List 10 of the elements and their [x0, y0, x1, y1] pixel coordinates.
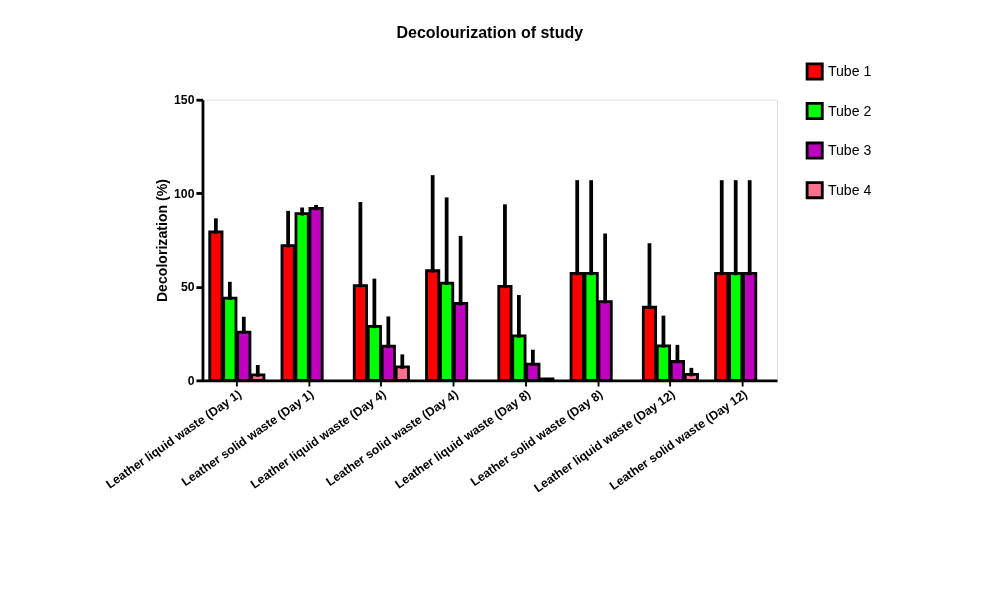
legend-label: Tube 1: [827, 63, 872, 80]
y-tick-label: 150: [174, 92, 195, 107]
y-tick-label: 0: [187, 373, 195, 388]
y-tick-label: 100: [174, 186, 195, 201]
legend-label: Tube 3: [827, 142, 872, 159]
y-tick-label: 50: [180, 280, 195, 295]
legend-label: Tube 4: [827, 181, 872, 198]
y-axis-title: Decolorization (%): [154, 179, 171, 303]
chart-title: Decolourization of study: [396, 23, 584, 41]
legend-label: Tube 2: [827, 102, 872, 119]
